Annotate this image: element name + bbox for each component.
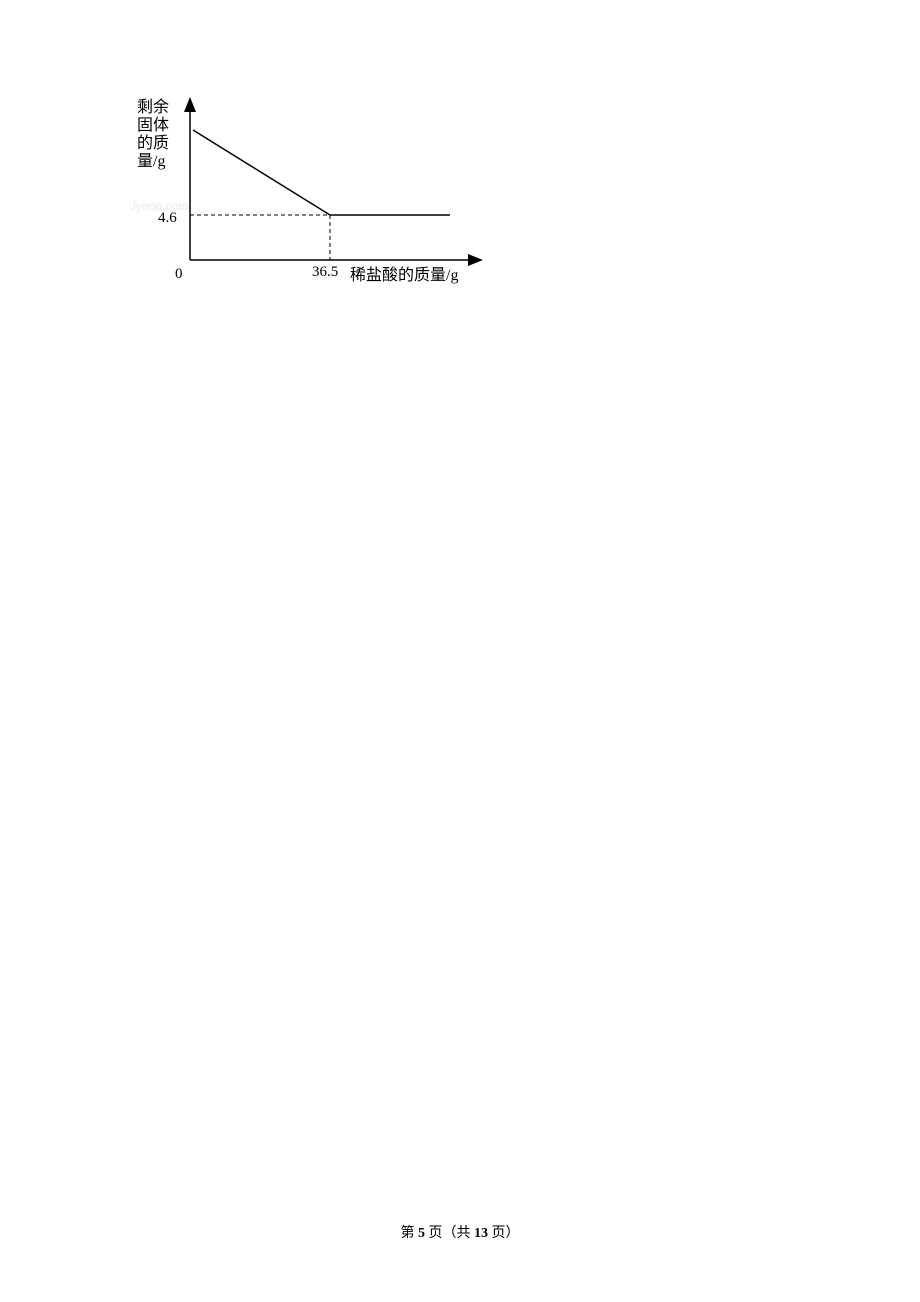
y-tick-value: 4.6	[158, 210, 177, 226]
x-tick-value: 36.5	[312, 264, 338, 280]
chart-figure: 剩余 固体 的质 量/g Jyeoo.com 4.6 0 36.5 稀盐酸的质量…	[130, 90, 550, 310]
footer-prefix: 第	[401, 1226, 419, 1241]
y-axis-label: 剩余 固体 的质 量/g	[137, 97, 173, 170]
chart-svg: 剩余 固体 的质 量/g Jyeoo.com 4.6 0 36.5 稀盐酸的质量…	[130, 90, 550, 310]
x-axis-label: 稀盐酸的质量/g	[350, 266, 458, 284]
page-current: 5	[418, 1226, 425, 1241]
data-line	[193, 130, 450, 215]
footer-mid: 页（共	[425, 1226, 474, 1241]
page-footer: 第 5 页（共 13 页）	[0, 1222, 920, 1242]
footer-suffix: 页）	[488, 1226, 520, 1241]
page-total: 13	[474, 1226, 488, 1241]
origin-label: 0	[175, 266, 183, 282]
